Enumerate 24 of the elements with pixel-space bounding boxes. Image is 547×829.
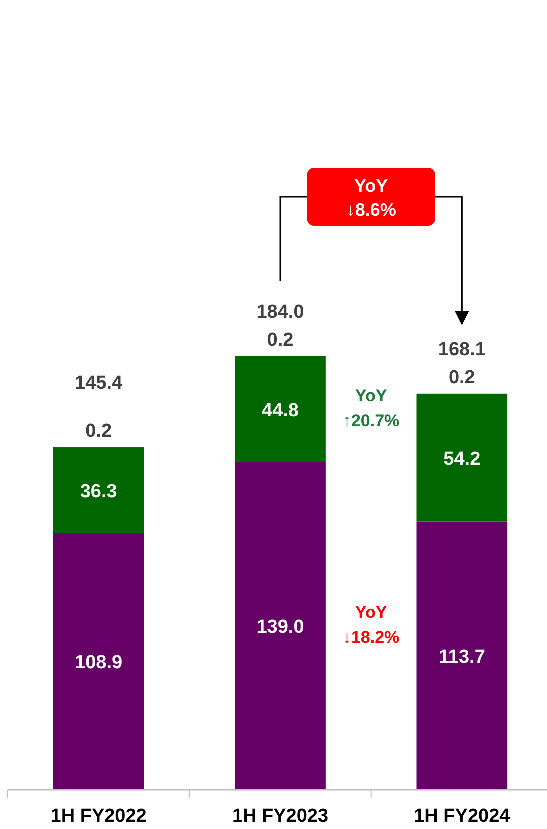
bar xyxy=(235,356,326,462)
data-label: 113.7 xyxy=(438,646,486,668)
x-tick-label: 1H FY2023 xyxy=(232,806,329,827)
total-label: 168.1 xyxy=(438,340,486,361)
data-label: 108.9 xyxy=(75,652,123,674)
total-label: 184.0 xyxy=(256,302,304,323)
annotation: YoY ↑20.7% xyxy=(342,386,400,430)
data-label: 0.2 xyxy=(86,421,112,442)
x-tick-label: 1H FY2022 xyxy=(50,806,147,827)
total-label: 145.4 xyxy=(75,373,124,394)
data-label: 0.2 xyxy=(448,368,476,389)
data-label: 44.8 xyxy=(262,400,299,422)
bar xyxy=(416,522,508,790)
data-label: 139.0 xyxy=(256,617,304,638)
data-label: 36.3 xyxy=(80,481,118,502)
bar xyxy=(416,394,508,522)
bar xyxy=(53,448,144,534)
data-label: 0.2 xyxy=(267,330,294,351)
annotation: YoY ↓18.2% xyxy=(342,603,400,648)
x-tick-label: 1H FY2024 xyxy=(414,806,511,827)
text: YoY ↓8.6% xyxy=(346,176,396,220)
bar xyxy=(235,462,326,790)
data-label: 54.2 xyxy=(444,448,481,470)
bar xyxy=(53,533,144,790)
